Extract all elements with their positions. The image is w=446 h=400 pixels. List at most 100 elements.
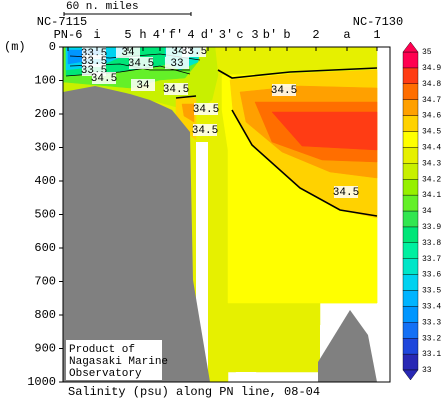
contour-line	[231, 109, 378, 217]
bathymetry	[63, 86, 210, 382]
colorbar-swatch	[402, 99, 419, 116]
colorbar-arrow	[402, 41, 419, 53]
contour-label: 34.5	[163, 84, 189, 96]
y-tick-label: 600	[34, 241, 56, 255]
y-tick-label: 700	[34, 275, 56, 289]
colorbar-swatch	[402, 67, 419, 85]
contour-fill	[181, 103, 195, 123]
station-label: 3'	[219, 28, 233, 42]
y-tick-label: 300	[34, 141, 56, 155]
colorbar-arrow	[402, 369, 419, 381]
colorbar-label: 34.8	[422, 80, 441, 89]
note-text: Observatory	[69, 368, 142, 380]
contour-label-bg	[129, 57, 153, 69]
colorbar-label: 34.3	[422, 159, 441, 168]
station-label: i	[93, 28, 100, 42]
colorbar-label: 34.7	[422, 96, 441, 105]
colorbar-label: 33.7	[422, 255, 441, 264]
y-tick-label: 500	[34, 208, 56, 222]
colorbar-label: 33.8	[422, 239, 441, 248]
contour-label-bg	[334, 186, 358, 198]
contour-fill	[271, 111, 378, 151]
colorbar-swatch	[402, 338, 419, 355]
colorbar-swatch	[402, 83, 419, 100]
contour-label-bg	[92, 72, 116, 84]
colorbar-swatch	[402, 210, 419, 228]
colorbar-swatch	[402, 51, 419, 69]
colorbar-label: 34.4	[422, 144, 441, 153]
scale-label: 60 n. miles	[66, 1, 139, 13]
no-data	[377, 303, 390, 382]
contour-label: 34.5	[192, 125, 218, 137]
contour-line	[175, 95, 197, 99]
chart-title: Salinity (psu) along PN line, 08-04	[68, 385, 320, 399]
station-label: b	[283, 28, 290, 42]
station-label: b'	[263, 28, 277, 42]
station-label: 2	[312, 28, 319, 42]
contour-label-bg	[164, 83, 188, 95]
contour-label: 34	[121, 47, 135, 59]
colorbar-swatch	[402, 353, 419, 371]
contour-label: 34.5	[333, 187, 359, 199]
colorbar-label: 34.9	[422, 64, 441, 73]
colorbar-swatch	[402, 194, 419, 212]
colorbar-label: 33.4	[422, 303, 441, 312]
station-label: h	[139, 28, 146, 42]
contour-label-bg	[131, 79, 155, 91]
contour-label: 34.5	[128, 58, 154, 70]
contour-label: 34.5	[271, 85, 297, 97]
station-label: 4	[187, 28, 194, 42]
y-tick-label: 800	[34, 308, 56, 322]
note-box	[66, 340, 162, 380]
station-label: f'	[169, 28, 183, 42]
no-data	[229, 372, 262, 382]
y-axis-label: (m)	[4, 40, 26, 54]
station-label: 3	[251, 28, 258, 42]
y-tick-label: 100	[34, 74, 56, 88]
y-tick-label: 1000	[27, 375, 56, 389]
y-tick-label: 900	[34, 342, 56, 356]
contour-label: 34	[171, 46, 185, 58]
colorbar-swatch	[402, 290, 419, 307]
bathymetry	[318, 310, 377, 382]
colorbar-label: 33.3	[422, 318, 441, 327]
colorbar-label: 33.1	[422, 350, 441, 359]
contour-line	[217, 67, 378, 79]
y-tick-label: 0	[49, 40, 56, 54]
contour-label: 34.5	[193, 104, 219, 116]
station-label: 4'	[153, 28, 167, 42]
colorbar-swatch	[402, 322, 419, 339]
contour-label: 34	[136, 80, 150, 92]
contour-label: 33	[170, 58, 183, 70]
section-end: NC-7130	[353, 15, 403, 29]
colorbar-label: 34	[422, 207, 432, 216]
colorbar-swatch	[402, 306, 419, 323]
y-tick-label: 400	[34, 174, 56, 188]
contour-label-bg	[193, 124, 217, 136]
contour-label-bg	[182, 45, 206, 57]
station-label: PN-6	[54, 28, 83, 42]
contour-label-bg	[272, 84, 296, 96]
y-tick-label: 200	[34, 107, 56, 121]
colorbar-label: 33	[422, 366, 432, 375]
colorbar-swatch	[402, 274, 419, 291]
colorbar-label: 34.1	[422, 191, 441, 200]
colorbar-label: 34.5	[422, 128, 441, 137]
contour-label-bg	[116, 46, 140, 58]
station-label: 1	[373, 28, 380, 42]
note-text: Product of	[69, 344, 135, 356]
colorbar-label: 35	[422, 48, 432, 57]
section-start: NC-7115	[37, 15, 87, 29]
note-text: Nagasaki Marine	[69, 356, 168, 368]
station-label: 5	[124, 28, 131, 42]
colorbar-label: 34.6	[422, 112, 441, 121]
colorbar-swatch	[402, 131, 419, 148]
colorbar-swatch	[402, 163, 419, 180]
colorbar-label: 33.9	[422, 223, 441, 232]
colorbar-swatch	[402, 226, 419, 243]
colorbar-swatch	[402, 147, 419, 164]
contour-label: 34.5	[91, 73, 117, 85]
colorbar-label: 33.2	[422, 334, 441, 343]
